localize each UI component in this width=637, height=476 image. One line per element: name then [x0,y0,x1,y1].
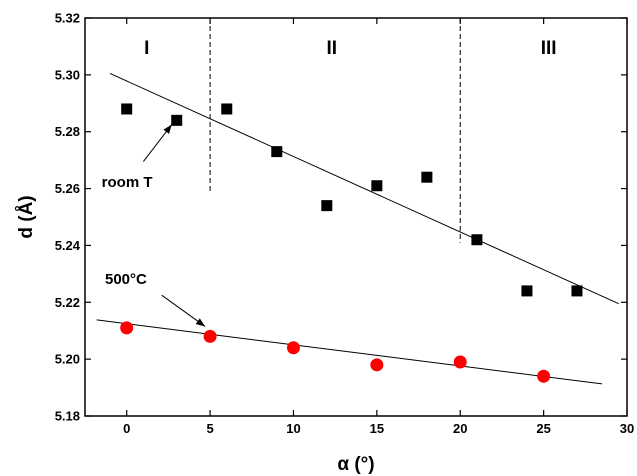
region-label: I [144,38,149,59]
square-point [521,285,533,297]
square-point [221,103,233,115]
y-tick-label: 5.28 [55,124,80,139]
y-tick-label: 5.30 [55,67,80,82]
fit-line [109,72,619,305]
square-point [421,171,433,183]
y-axis-title: d (Å) [16,195,37,238]
square-point [171,114,183,126]
fit-lines [96,72,619,385]
y-tick-label: 5.32 [55,11,80,26]
region-labels: I II III [144,38,556,59]
x-tick-label: 20 [453,421,467,436]
y-tick-label: 5.24 [55,238,81,253]
square-point [371,180,383,192]
annotation-label: room T [102,174,153,191]
axis-ticks: 0 5 10 15 20 25 30 5.18 5.20 5.22 5.24 5.26 5.28 5.30… [55,11,635,437]
y-tick-label: 5.22 [55,295,80,310]
y-tick-label: 5.26 [55,181,80,196]
annotation-arrowhead [163,124,172,134]
region-dividers [209,18,461,243]
square-point [121,103,133,115]
square-point [321,200,333,212]
x-axis-title: α (°) [337,454,374,475]
x-tick-label: 15 [370,421,384,436]
annotations: room T 500°C [102,124,206,327]
annotation-arrowhead [195,318,206,327]
x-tick-label: 0 [123,421,130,436]
circle-point [537,369,551,383]
fit-line [96,319,603,385]
plot-frame [84,17,628,417]
x-tick-label: 10 [286,421,300,436]
x-tick-label: 30 [620,421,634,436]
region-label: III [541,38,557,59]
y-tick-label: 5.18 [55,409,80,424]
region-label: II [327,38,338,59]
x-tick-label: 5 [206,421,213,436]
x-tick-label: 25 [536,421,550,436]
square-point [271,146,283,158]
data-points [120,103,583,383]
square-point [471,234,483,246]
circle-point [453,355,467,369]
square-point [571,285,583,297]
circle-point [370,358,384,372]
y-tick-label: 5.20 [55,352,80,367]
annotation-label: 500°C [105,271,147,288]
circle-point [203,329,217,343]
circle-point [120,321,134,335]
circle-point [286,341,300,355]
